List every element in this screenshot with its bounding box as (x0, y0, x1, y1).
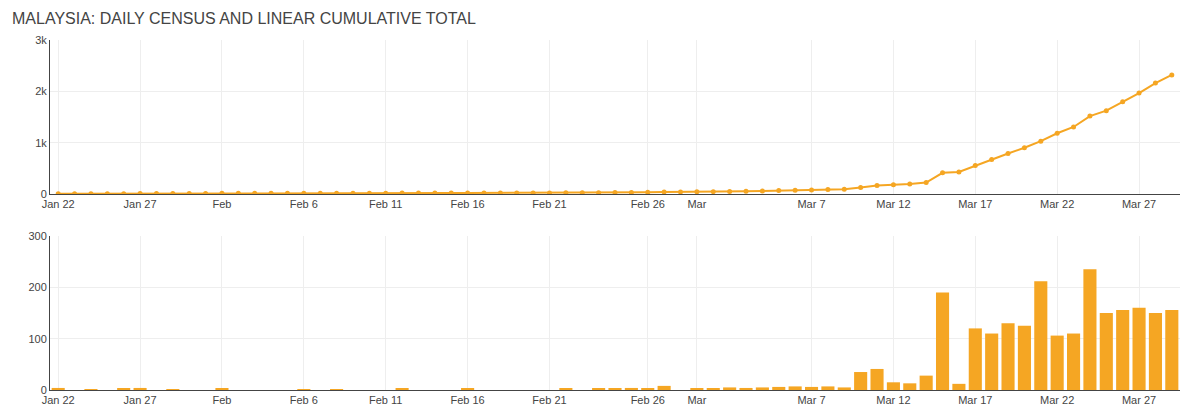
svg-text:1k: 1k (35, 137, 47, 149)
svg-text:Mar 17: Mar 17 (958, 394, 992, 406)
svg-text:Feb 11: Feb 11 (369, 394, 402, 406)
svg-text:Jan 22: Jan 22 (42, 198, 75, 210)
svg-text:Mar: Mar (687, 198, 706, 210)
svg-text:3k: 3k (35, 34, 47, 46)
svg-text:Mar: Mar (687, 394, 706, 406)
svg-text:0: 0 (41, 188, 47, 200)
svg-text:Jan 27: Jan 27 (124, 394, 157, 406)
svg-text:Feb 26: Feb 26 (631, 198, 665, 210)
svg-text:Mar 22: Mar 22 (1040, 394, 1074, 406)
svg-text:200: 200 (28, 281, 46, 293)
svg-text:MALAYSIA: DAILY CENSUS AND LIN: MALAYSIA: DAILY CENSUS AND LINEAR CUMULA… (12, 10, 476, 27)
svg-text:2k: 2k (35, 85, 47, 97)
svg-text:Feb 6: Feb 6 (290, 394, 318, 406)
svg-text:Feb: Feb (212, 198, 231, 210)
svg-text:Feb 21: Feb 21 (532, 198, 566, 210)
svg-text:Feb 21: Feb 21 (532, 394, 566, 406)
svg-text:Mar 12: Mar 12 (876, 394, 910, 406)
svg-text:Jan 22: Jan 22 (42, 394, 75, 406)
svg-text:0: 0 (41, 384, 47, 396)
svg-text:Feb 6: Feb 6 (290, 198, 318, 210)
svg-text:100: 100 (28, 333, 46, 345)
svg-text:Mar 12: Mar 12 (876, 198, 910, 210)
svg-text:Mar 27: Mar 27 (1122, 394, 1156, 406)
svg-text:Feb 26: Feb 26 (631, 394, 665, 406)
svg-text:Mar 27: Mar 27 (1122, 198, 1156, 210)
svg-text:Feb: Feb (212, 394, 231, 406)
svg-text:Feb 16: Feb 16 (450, 198, 484, 210)
svg-text:Mar 22: Mar 22 (1040, 198, 1074, 210)
svg-text:Feb 11: Feb 11 (369, 198, 402, 210)
svg-text:Mar 7: Mar 7 (797, 198, 825, 210)
svg-text:Mar 7: Mar 7 (797, 394, 825, 406)
svg-text:300: 300 (28, 230, 46, 242)
svg-text:Mar 17: Mar 17 (958, 198, 992, 210)
svg-text:Feb 16: Feb 16 (450, 394, 484, 406)
svg-text:Jan 27: Jan 27 (124, 198, 157, 210)
